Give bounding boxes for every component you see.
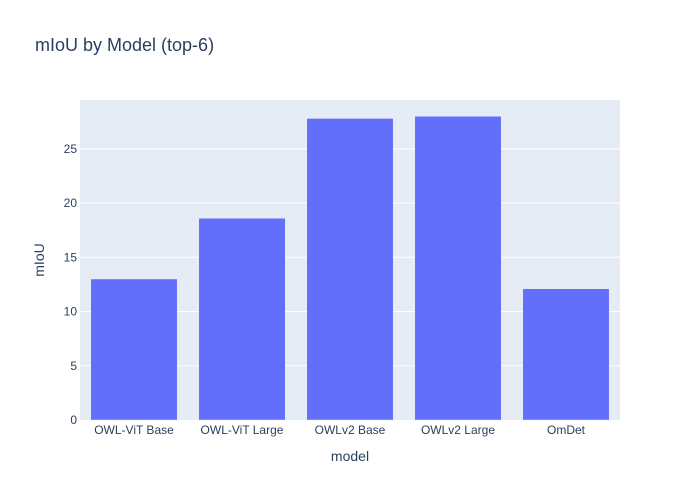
y-axis-ticks: 0 5 10 15 20 25 xyxy=(64,142,78,427)
y-tick-label: 0 xyxy=(70,413,77,427)
x-tick-label: OmDet xyxy=(547,423,586,437)
y-tick-label: 10 xyxy=(64,305,78,319)
x-axis-ticks: OWL-ViT Base OWL-ViT Large OWLv2 Base OWLv2… xyxy=(94,423,585,437)
y-tick-label: 5 xyxy=(70,359,77,373)
bar-owlv2-base[interactable] xyxy=(306,118,394,421)
bar-owl-vit-base[interactable] xyxy=(90,278,178,421)
bar-omdet[interactable] xyxy=(522,288,610,421)
y-tick-label: 20 xyxy=(64,196,78,210)
y-tick-label: 15 xyxy=(64,250,78,264)
x-axis-title: model xyxy=(331,448,369,464)
x-tick-label: OWL-ViT Base xyxy=(94,423,174,437)
x-tick-label: OWLv2 Base xyxy=(315,423,386,437)
chart-title: mIoU by Model (top-6) xyxy=(35,35,214,55)
x-tick-label: OWL-ViT Large xyxy=(201,423,284,437)
bars xyxy=(90,116,610,421)
bar-owlv2-large[interactable] xyxy=(414,116,502,421)
x-tick-label: OWLv2 Large xyxy=(421,423,495,437)
y-axis-title: mIoU xyxy=(31,243,47,276)
y-tick-label: 25 xyxy=(64,142,78,156)
bar-owl-vit-large[interactable] xyxy=(198,217,286,421)
